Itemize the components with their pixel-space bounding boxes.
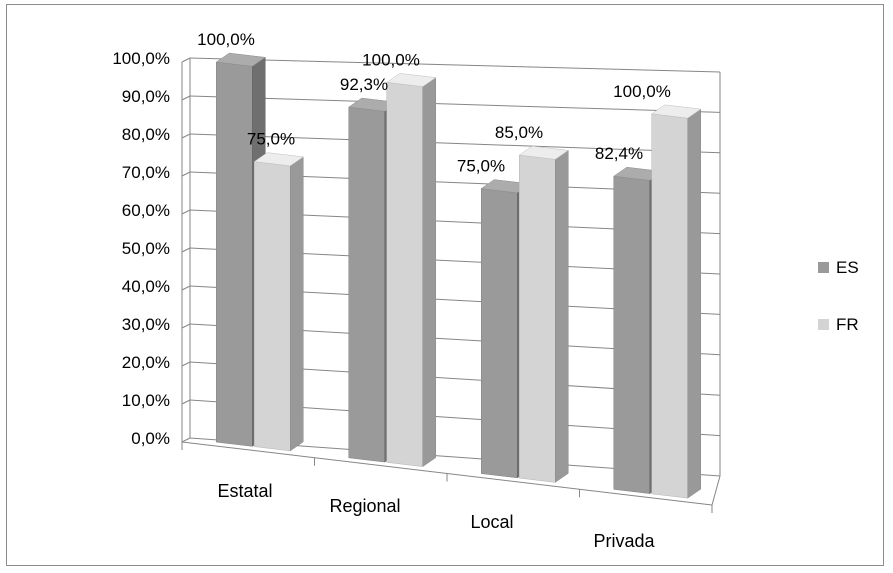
y-tick-label: 0,0% — [131, 429, 170, 448]
legend-label: FR — [836, 315, 859, 334]
gridline-side — [181, 361, 191, 367]
category-label-estatal: Estatal — [217, 481, 272, 501]
axes — [181, 58, 721, 513]
y-tick-label: 20,0% — [122, 353, 170, 372]
bar-top-face — [651, 104, 702, 119]
y-tick-label: 80,0% — [122, 125, 170, 144]
bar-top-face — [518, 145, 569, 160]
bar-front-face — [651, 113, 688, 499]
bar-front-face — [348, 106, 385, 463]
bar-fr-local — [518, 145, 569, 483]
bar-fr-estatal — [253, 152, 304, 452]
y-tick-labels: 0,0% 10,0% 20,0% 30,0% 40,0% 50,0% 60,0% 70,0% 8… — [112, 49, 170, 448]
floor-right-edge — [711, 475, 721, 506]
chart-frame — [6, 4, 884, 566]
bars — [215, 52, 702, 499]
legend-label: ES — [836, 258, 859, 277]
y-tick-label: 100,0% — [112, 49, 170, 68]
bar-top-face — [253, 152, 304, 167]
bar-front-face — [481, 188, 518, 479]
legend-entry-es: ES — [818, 258, 859, 277]
data-label: 100,0% — [197, 30, 255, 49]
bar-fr-regional — [386, 73, 437, 468]
gridline-side — [181, 171, 191, 177]
bar-side-face — [687, 108, 701, 499]
gridline — [189, 133, 721, 154]
y-tick-label: 70,0% — [122, 163, 170, 182]
y-tick-label: 50,0% — [122, 239, 170, 258]
legend: ES FR — [818, 258, 859, 334]
data-labels: 100,0% 75,0% 92,3% 100,0% 75,0% 85,0% 82,4% 100… — [197, 30, 671, 176]
category-labels: Estatal Regional Local Privada — [217, 481, 655, 551]
bar-front-face — [613, 175, 650, 494]
legend-swatch — [818, 262, 829, 273]
gridline-side — [181, 285, 191, 291]
legend-swatch — [818, 319, 829, 330]
data-label: 100,0% — [362, 50, 420, 69]
data-label: 100,0% — [613, 82, 671, 101]
gridline-side — [181, 323, 191, 329]
bar-side-face — [290, 156, 304, 452]
bar-fr-privada — [651, 104, 702, 499]
bar-front-face — [519, 154, 556, 483]
gridline — [189, 95, 721, 113]
data-label: 85,0% — [495, 123, 543, 142]
legend-entry-fr: FR — [818, 315, 859, 334]
gridline-side — [181, 399, 191, 405]
data-label: 75,0% — [247, 130, 295, 149]
y-tick-label: 90,0% — [122, 87, 170, 106]
gridline-side — [181, 95, 191, 101]
category-label-regional: Regional — [329, 496, 400, 516]
gridline-side — [181, 247, 191, 253]
data-label: 92,3% — [340, 75, 388, 94]
gridline-side — [181, 57, 191, 63]
y-tick-label: 30,0% — [122, 315, 170, 334]
y-tick-label: 10,0% — [122, 391, 170, 410]
bar-top-face — [386, 73, 437, 87]
category-label-local: Local — [470, 512, 513, 532]
gridline — [189, 57, 721, 73]
data-label: 75,0% — [457, 157, 505, 176]
bar-top-face — [215, 52, 266, 67]
bar-front-face — [216, 61, 253, 447]
y-tick-label: 60,0% — [122, 201, 170, 220]
gridline-side — [181, 133, 191, 139]
bar-side-face — [422, 77, 436, 468]
category-label-privada: Privada — [593, 531, 655, 551]
y-tick-label: 40,0% — [122, 277, 170, 296]
bar-front-face — [386, 82, 423, 467]
data-label: 82,4% — [595, 144, 643, 163]
bar-side-face — [555, 149, 569, 483]
bar-front-face — [254, 161, 291, 452]
gridline-side — [181, 437, 191, 443]
gridline-side — [181, 209, 191, 215]
